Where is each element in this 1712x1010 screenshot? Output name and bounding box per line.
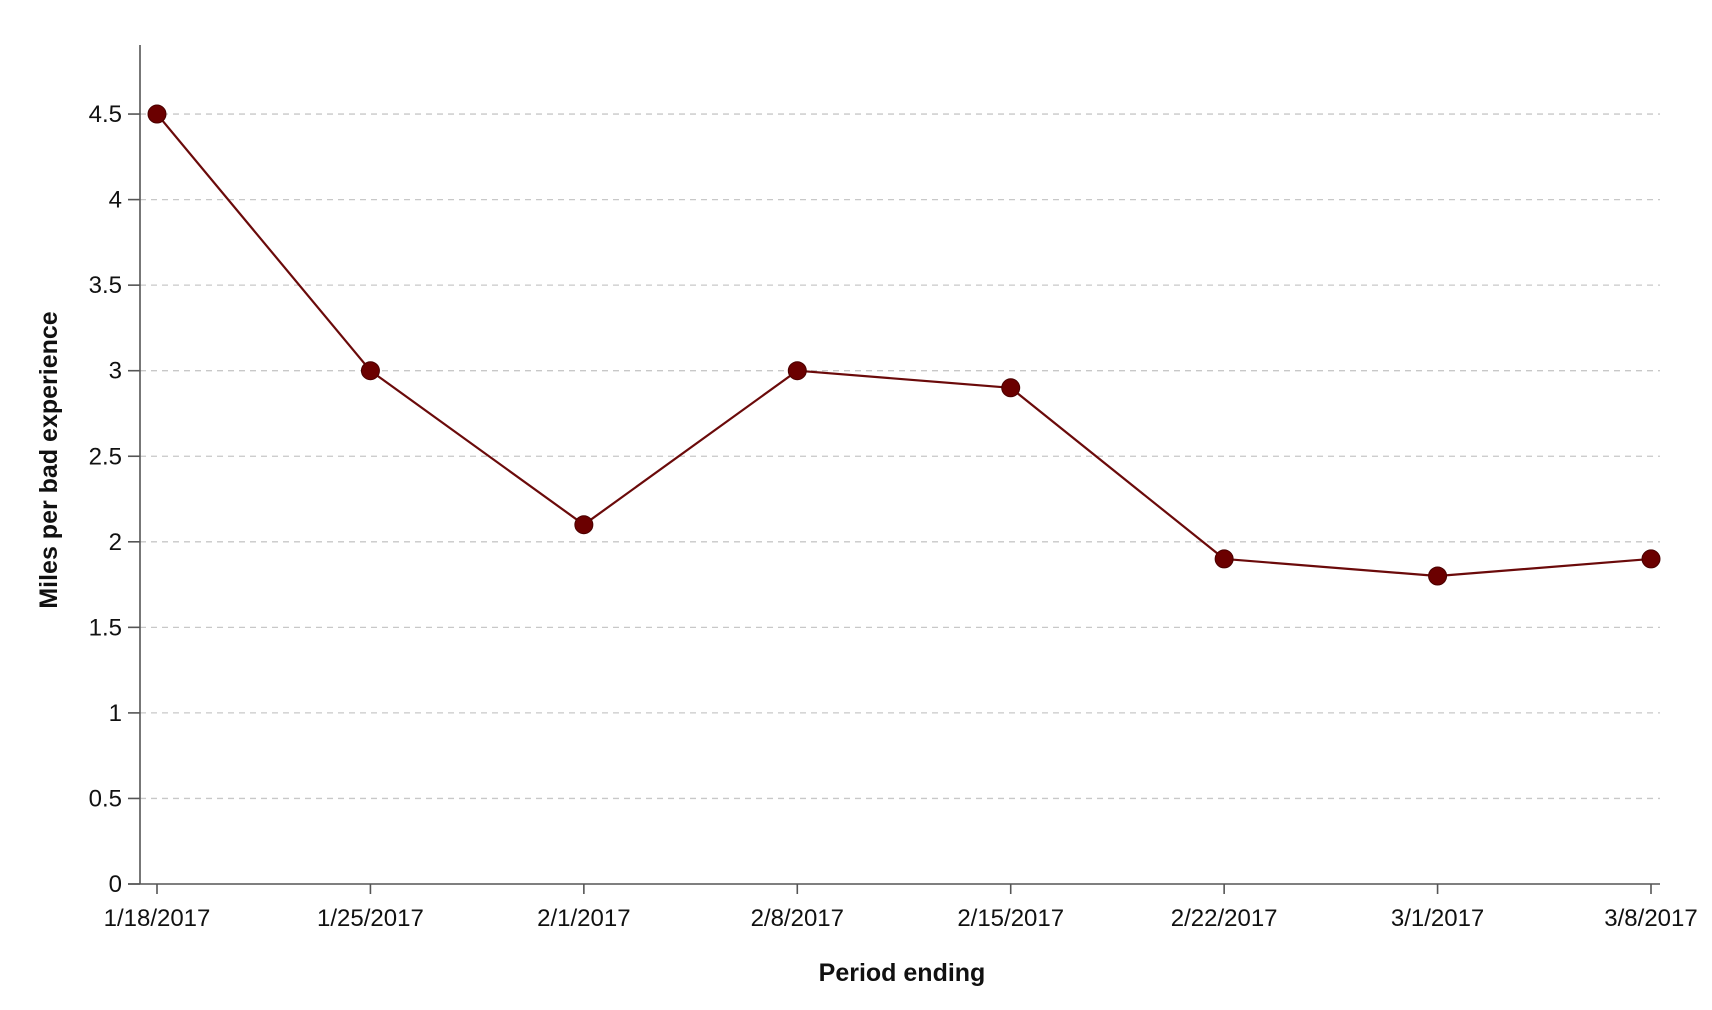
data-point	[1428, 566, 1448, 586]
y-tick-label: 4.5	[89, 101, 122, 128]
x-axis-title: Period ending	[819, 959, 986, 987]
y-tick-label: 1.5	[89, 614, 122, 641]
series-layer	[147, 104, 1661, 586]
y-tick-label: 1	[109, 700, 122, 727]
series-line	[156, 113, 1652, 578]
x-tick-label: 1/18/2017	[104, 905, 211, 932]
data-point	[360, 361, 380, 381]
data-point	[147, 104, 167, 124]
x-tick-label: 2/8/2017	[751, 905, 844, 932]
y-tick-label: 0	[109, 871, 122, 898]
y-axis-ticks: 0 0.5 1 1.5 2 2.5 3 3.5 4 4.5	[89, 101, 140, 898]
x-tick-label: 2/22/2017	[1171, 905, 1278, 932]
y-tick-label: 0.5	[89, 785, 122, 812]
x-tick-label: 3/1/2017	[1391, 905, 1484, 932]
x-tick-label: 1/25/2017	[317, 905, 424, 932]
y-axis-title: Miles per bad experience	[35, 311, 63, 608]
axes	[128, 45, 1660, 885]
data-point	[1641, 549, 1661, 569]
x-tick-label: 3/8/2017	[1604, 905, 1697, 932]
data-point	[1001, 378, 1021, 398]
y-tick-label: 4	[109, 187, 122, 214]
y-tick-label: 3.5	[89, 272, 122, 299]
y-tick-label: 2.5	[89, 443, 122, 470]
data-point	[1214, 549, 1234, 569]
y-tick-label: 2	[109, 529, 122, 556]
x-tick-label: 2/1/2017	[537, 905, 630, 932]
data-point	[574, 515, 594, 535]
x-axis-ticks: 1/18/2017 1/25/2017 2/1/2017 2/8/2017 2/15/2…	[104, 884, 1698, 932]
y-tick-label: 3	[109, 358, 122, 385]
gridlines	[140, 113, 1660, 800]
x-tick-label: 2/15/2017	[957, 905, 1064, 932]
data-point	[787, 361, 807, 381]
